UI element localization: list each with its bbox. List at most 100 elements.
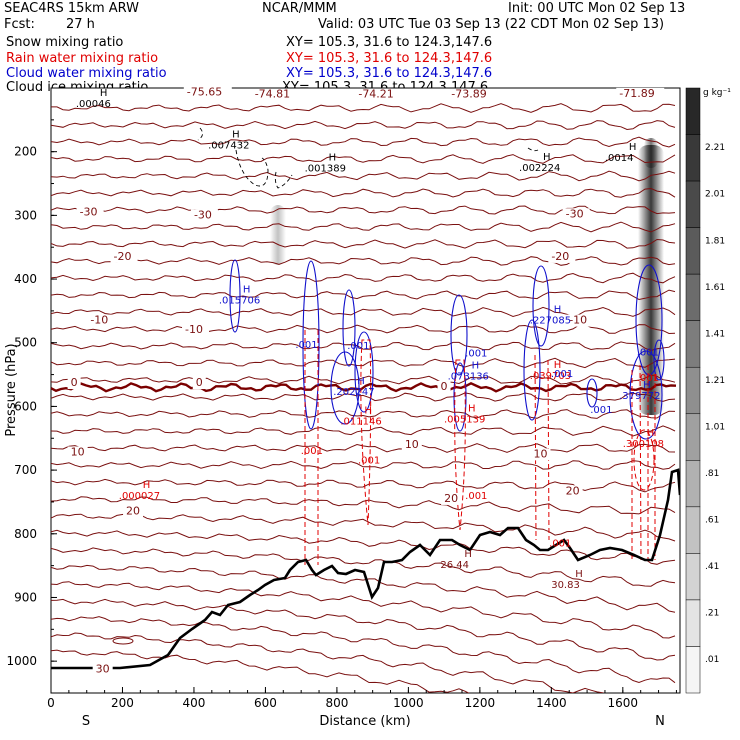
isotherm <box>51 632 604 693</box>
cloud-water-contour <box>453 362 467 432</box>
isotherm <box>51 205 676 215</box>
x-tick-label: 1600 <box>608 696 639 710</box>
isotherm-label-bg <box>548 250 576 263</box>
maximum-value: .379772 <box>619 391 660 402</box>
maximum-marker-h: H <box>464 549 472 560</box>
maximum-marker-h: H <box>643 380 651 391</box>
contour-value-label: .001 <box>465 491 487 502</box>
isotherm-label-bg <box>562 485 583 498</box>
isotherm-label: -74.21 <box>358 88 393 101</box>
cloud-water-contour <box>229 259 241 333</box>
isotherm <box>51 103 676 113</box>
isotherm-label: -20 <box>114 250 132 263</box>
cloud-water-contour <box>635 264 663 376</box>
maximum-marker-h: H <box>554 360 562 371</box>
isotherm-label-bg <box>441 492 462 505</box>
isotherm-label: -10 <box>90 314 108 327</box>
forecast-hour: 27 h <box>66 17 95 32</box>
isotherm-label-bg <box>251 88 300 101</box>
colorbar-label: 1.21 <box>705 376 725 386</box>
colorbar-label: 1.61 <box>705 283 725 293</box>
contour-value-label: .001 <box>358 456 380 467</box>
y-tick-label: 700 <box>14 463 37 477</box>
colorbar: 2.21 2.01 1.81 1.61 1.41 1.21 1.01 .81 .61 .41 .21… <box>685 87 725 694</box>
contour-value-label: .001 <box>551 369 573 380</box>
isotherm <box>51 649 470 693</box>
colorbar-swatch <box>685 646 701 694</box>
maximum-marker-h: H <box>543 152 551 163</box>
maximum-marker-h: H <box>629 142 637 153</box>
org-title: NCAR/MMM <box>262 1 337 16</box>
isotherm-label: -20 <box>551 250 569 263</box>
endpoint-south: S <box>82 714 90 729</box>
maximum-value: .00046 <box>76 99 111 110</box>
isotherm-label-bg <box>530 448 551 461</box>
contour-value-label: .001 <box>637 373 659 384</box>
maximum-marker-h: H <box>143 480 151 491</box>
isotherm-label-bg <box>67 377 81 390</box>
x-tick-label: 0 <box>47 696 55 710</box>
colorbar-unit: g kg⁻¹ <box>703 88 731 98</box>
y-tick-label: 1000 <box>6 654 37 668</box>
zero-isotherm <box>51 381 677 393</box>
isotherm <box>51 289 676 301</box>
maximum-value: .039703 <box>530 371 571 382</box>
x-tick-label: 1200 <box>465 696 496 710</box>
cloud-water-contour <box>629 350 663 440</box>
maximum-value: .005139 <box>444 414 485 425</box>
isotherm-label-bg <box>182 324 210 337</box>
colorbar-label: .81 <box>705 469 719 479</box>
isotherm-label-bg <box>183 86 232 99</box>
isotherm-label: 20 <box>126 505 140 518</box>
valid-time: Valid: 03 UTC Tue 03 Sep 13 (22 CDT Mon … <box>318 17 665 32</box>
isotherm-label-bg <box>190 209 218 222</box>
maximum-marker-h: H <box>364 405 372 416</box>
colorbar-label: 1.41 <box>705 329 725 339</box>
maximum-value: .073136 <box>448 372 489 383</box>
isotherm-label-bg <box>192 377 206 390</box>
maxima-labels: H.00046H.007432H.001389H.002224H.0014H.0… <box>76 88 664 591</box>
maximum-value: 26.44 <box>440 560 469 571</box>
rain-contour <box>631 364 656 561</box>
x-axis: 0 200 400 600 800 1000 1200 1400 1600 <box>47 687 677 710</box>
isotherm-labels: -75.65 -74.81 -74.21 -73.89 -71.89 -30 -30 -30 -… <box>67 86 665 676</box>
colorbar-label: .61 <box>705 515 719 525</box>
colorbar-swatch <box>685 134 701 182</box>
isotherm <box>51 238 676 249</box>
isotherm-label: 0 <box>196 376 203 389</box>
colorbar-swatch <box>685 227 701 275</box>
colorbar-label: 1.81 <box>705 236 725 246</box>
field-xy-snow: XY= 105.3, 31.6 to 124.3,147.6 <box>286 35 493 50</box>
isotherm-label: 30 <box>96 663 110 676</box>
colorbar-label: .41 <box>705 562 719 572</box>
maximum-marker-h: H <box>472 361 480 372</box>
isotherm-label-bg <box>92 663 113 676</box>
maximum-marker-h: H <box>468 403 476 414</box>
plot-area: -75.65 -74.81 -74.21 -73.89 -71.89 -30 -30 -30 -… <box>50 86 681 694</box>
isotherm <box>51 374 676 386</box>
isotherm-label: 0 <box>71 376 78 389</box>
isotherm-label: -30 <box>80 205 98 218</box>
isotherm-label: -71.89 <box>619 87 654 100</box>
isotherm-label-bg <box>448 88 497 101</box>
x-tick-label: 400 <box>183 696 206 710</box>
maximum-value: .011146 <box>340 416 381 427</box>
maximum-marker-h: H <box>100 88 108 99</box>
contour-value-label: .001 <box>347 341 369 352</box>
cloud-water-contour <box>653 339 665 381</box>
isotherm-label-bg <box>437 380 451 393</box>
colorbar-label: .21 <box>705 609 719 619</box>
rain-water-contours <box>304 330 656 565</box>
y-axis: 200 300 400 500 600 700 800 900 1000 <box>6 119 57 694</box>
isotherm <box>51 598 676 661</box>
isotherm <box>51 341 676 352</box>
colorbar-swatch <box>685 413 701 461</box>
x-axis-title: Distance (km) <box>319 714 410 729</box>
cloud-water-contour <box>450 294 468 376</box>
forecast-label: Fcst: <box>4 17 35 32</box>
isotherm-closed-contour <box>112 637 134 645</box>
rain-contour <box>304 330 319 565</box>
terrain-line <box>51 468 680 670</box>
isotherm <box>51 547 676 587</box>
contour-value-labels: .001 .001 .001 .001 .001 .001 .001 .001 .001 .001… <box>295 340 659 550</box>
